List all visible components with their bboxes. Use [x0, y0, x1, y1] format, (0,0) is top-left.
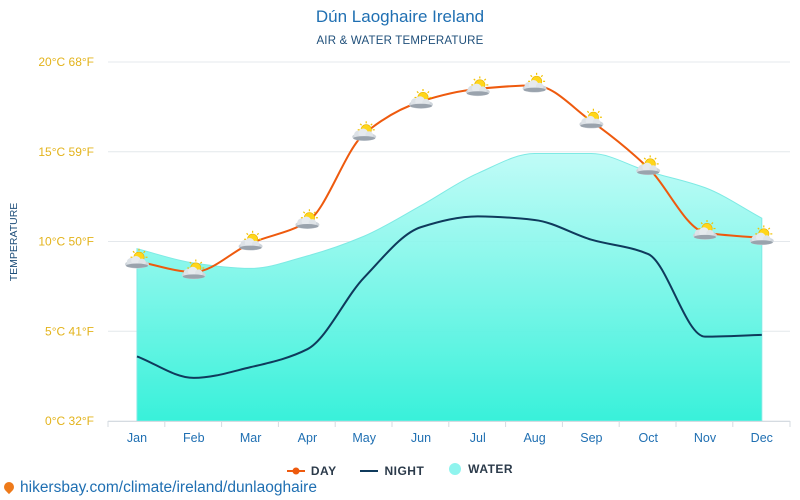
partly-cloudy-sun-icon[interactable] [579, 108, 604, 129]
legend-day-marker-icon [286, 467, 305, 475]
legend-day-label: DAY [310, 464, 337, 478]
x-tick-label: Aug [523, 431, 545, 445]
x-tick-label: Jul [470, 431, 486, 445]
legend-item-water[interactable]: WATER [448, 462, 513, 476]
x-tick-label: Nov [694, 431, 717, 445]
partly-cloudy-sun-icon[interactable] [522, 72, 547, 93]
x-tick-label: Apr [298, 431, 317, 445]
partly-cloudy-sun-icon[interactable] [238, 230, 263, 251]
partly-cloudy-sun-icon[interactable] [636, 155, 661, 176]
x-tick-label: May [352, 431, 376, 445]
partly-cloudy-sun-icon[interactable] [749, 225, 774, 246]
source-url: hikersbay.com/climate/ireland/dunlaoghai… [20, 479, 317, 496]
partly-cloudy-sun-icon[interactable] [295, 209, 320, 229]
source-link[interactable]: hikersbay.com/climate/ireland/dunlaoghai… [1, 479, 317, 497]
legend-night-label: NIGHT [384, 464, 425, 478]
legend-item-night[interactable]: NIGHT [360, 464, 424, 478]
partly-cloudy-sun-icon[interactable] [352, 121, 377, 141]
chart-subtitle: AIR & WATER TEMPERATURE [316, 35, 484, 47]
legend-night-marker-icon [360, 470, 379, 472]
y-tick-label: 0°C 32°F [45, 414, 94, 428]
chart-title: Dún Laoghaire Ireland [315, 7, 485, 26]
partly-cloudy-sun-icon[interactable] [125, 248, 149, 269]
x-tick-label: Jan [127, 431, 147, 445]
partly-cloudy-sun-icon[interactable] [465, 76, 490, 97]
partly-cloudy-sun-icon[interactable] [409, 88, 433, 109]
chart-legend: DAY NIGHT WATER [0, 462, 800, 479]
x-tick-label: Mar [240, 431, 262, 445]
y-tick-label: 5°C 41°F [45, 324, 94, 338]
y-tick-label: 20°C 68°F [38, 55, 94, 69]
x-tick-label: Sep [580, 431, 602, 445]
partly-cloudy-sun-icon[interactable] [181, 259, 206, 280]
water-area[interactable] [136, 153, 763, 422]
legend-water-label: WATER [468, 462, 514, 476]
x-tick-label: Oct [638, 431, 658, 445]
x-tick-label: Dec [751, 431, 773, 445]
x-tick-label: Feb [183, 431, 205, 445]
legend-water-marker-icon [449, 463, 462, 475]
location-pin-icon [1, 479, 17, 495]
y-tick-label: 15°C 59°F [38, 145, 94, 159]
partly-cloudy-sun-icon[interactable] [693, 220, 717, 240]
y-tick-label: 10°C 50°F [38, 235, 94, 249]
legend-item-day[interactable]: DAY [286, 464, 337, 478]
night-line[interactable] [136, 215, 762, 379]
x-tick-label: Jun [411, 431, 431, 445]
